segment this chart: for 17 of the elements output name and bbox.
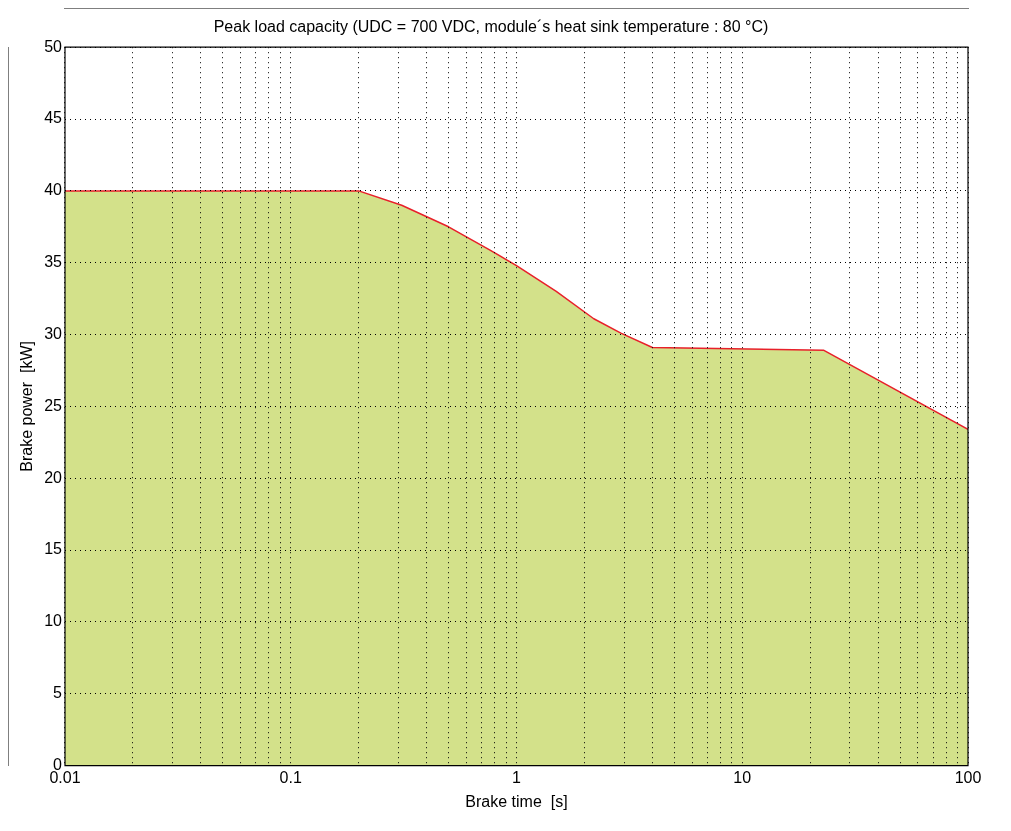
y-tick-label: 45 bbox=[44, 109, 63, 127]
y-tick-label: 10 bbox=[44, 612, 63, 630]
x-tick-label: 10 bbox=[733, 768, 752, 786]
x-tick-label: 1 bbox=[512, 768, 522, 786]
y-tick-label: 35 bbox=[44, 253, 63, 271]
y-tick-label: 15 bbox=[44, 540, 63, 558]
x-tick-label: 0.1 bbox=[279, 768, 302, 786]
y-axis-title: Brake power [kW] bbox=[18, 341, 36, 472]
x-axis-title: Brake time [s] bbox=[465, 792, 568, 810]
y-tick-label: 20 bbox=[44, 468, 63, 486]
chart-title: Peak load capacity (UDC = 700 VDC, module´s heat sink temperature : 80 °C) bbox=[213, 18, 769, 36]
x-tick-label: 100 bbox=[954, 768, 982, 786]
y-tick-label: 25 bbox=[44, 396, 63, 414]
y-tick-label: 5 bbox=[53, 684, 63, 702]
y-tick-label: 40 bbox=[44, 181, 63, 199]
y-tick-label: 50 bbox=[44, 37, 63, 55]
y-tick-label: 30 bbox=[44, 324, 63, 342]
